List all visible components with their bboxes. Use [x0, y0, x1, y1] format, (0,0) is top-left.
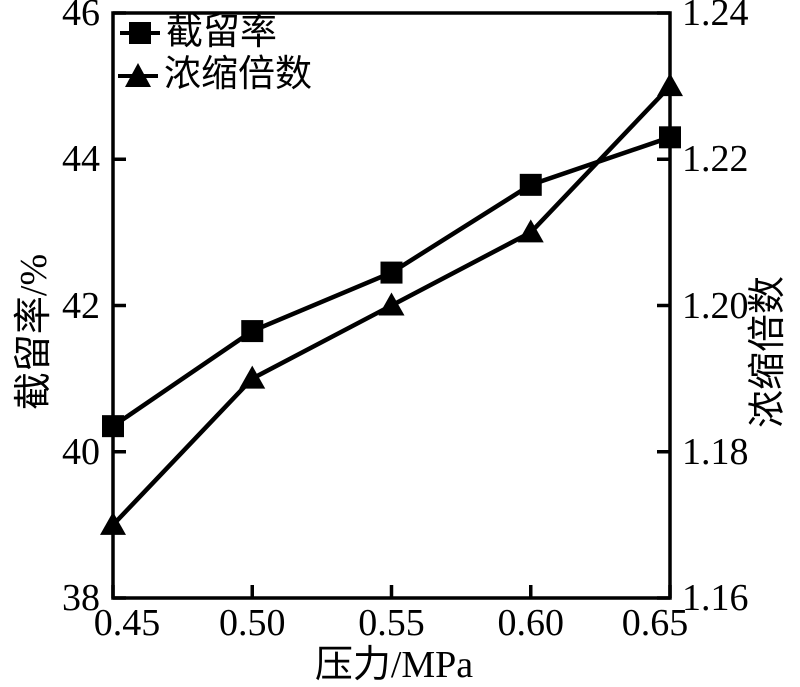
y-right-tick-label: 1.16	[682, 577, 749, 619]
legend-item-concentration: 浓缩倍数	[115, 54, 312, 96]
x-tick-label: 0.60	[497, 602, 565, 644]
x-axis-title: 压力/MPa	[314, 644, 474, 686]
x-tick-label: 0.55	[358, 602, 425, 644]
y-left-tick-label: 42	[62, 284, 100, 327]
data-point-triangle-concentration	[378, 292, 405, 316]
data-point-triangle-concentration	[100, 511, 126, 535]
data-point-square-retention	[659, 126, 681, 149]
left-axis-title: 截留率/%	[13, 253, 55, 411]
y-left-tick-label: 44	[62, 138, 100, 181]
data-point-triangle-concentration	[517, 219, 544, 243]
data-point-triangle-concentration	[239, 365, 266, 389]
y-left-tick-label: 46	[62, 0, 100, 34]
data-point-square-retention	[241, 320, 264, 343]
x-tick-label: 0.50	[219, 602, 286, 644]
y-left-tick-label: 40	[62, 430, 100, 473]
legend-item-retention: 截留率	[117, 12, 277, 54]
data-point-square-retention	[102, 415, 124, 438]
data-point-triangle-concentration	[657, 73, 683, 97]
y-right-tick-label: 1.18	[682, 430, 749, 473]
right-axis-title: 浓缩倍数	[747, 275, 789, 429]
y-right-tick-label: 1.20	[682, 284, 749, 327]
data-point-square-retention	[380, 261, 403, 284]
x-tick-label: 0.65	[621, 602, 689, 644]
data-point-square-retention	[519, 173, 542, 196]
square-marker-icon	[120, 22, 160, 44]
y-left-tick-label: 38	[62, 577, 100, 619]
y-right-tick-label: 1.22	[682, 138, 749, 181]
legend-label-concentration: 浓缩倍数	[164, 54, 312, 95]
legend-label-retention: 截留率	[166, 12, 277, 53]
x-tick-label: 0.45	[93, 602, 161, 644]
triangle-marker-icon	[118, 63, 158, 87]
y-right-tick-label: 1.24	[682, 0, 749, 34]
